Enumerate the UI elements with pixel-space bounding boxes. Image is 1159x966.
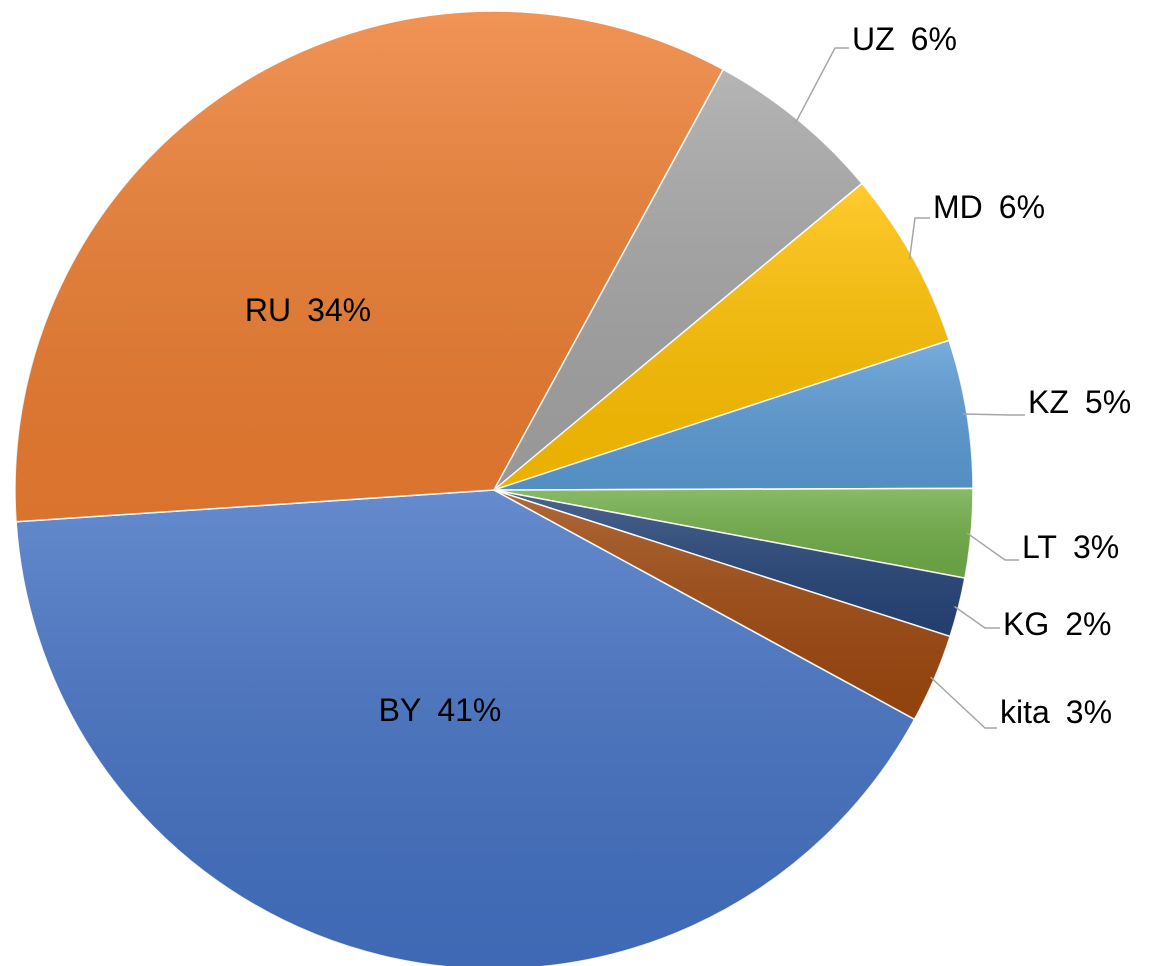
slice-label: BY 41% xyxy=(379,692,502,728)
value-label: 5% xyxy=(1085,384,1131,420)
value-label: 3% xyxy=(1073,529,1119,565)
slice-label: KG 2% xyxy=(1003,606,1111,642)
category-label: UZ xyxy=(852,21,895,57)
leader-line xyxy=(908,217,930,260)
category-label: LT xyxy=(1022,529,1057,565)
category-label: KZ xyxy=(1028,384,1069,420)
value-label: 41% xyxy=(437,692,501,728)
slice-label: kita 3% xyxy=(1000,694,1112,730)
value-label: 6% xyxy=(999,189,1045,225)
leader-line xyxy=(966,532,1019,561)
slice-label: UZ 6% xyxy=(852,21,957,57)
leader-line xyxy=(954,605,1000,629)
slice-label: MD 6% xyxy=(933,189,1045,225)
category-label: BY xyxy=(379,692,422,728)
leader-line xyxy=(962,413,1025,416)
value-label: 2% xyxy=(1065,606,1111,642)
leader-line xyxy=(930,676,997,729)
category-label: kita xyxy=(1000,694,1050,730)
category-label: RU xyxy=(245,292,291,328)
value-label: 6% xyxy=(911,21,957,57)
leader-line xyxy=(794,47,849,124)
slice-label: KZ 5% xyxy=(1028,384,1131,420)
category-label: MD xyxy=(933,189,983,225)
slice-label: RU 34% xyxy=(245,292,371,328)
slice-label: LT 3% xyxy=(1022,529,1119,565)
value-label: 34% xyxy=(307,292,371,328)
category-label: KG xyxy=(1003,606,1049,642)
value-label: 3% xyxy=(1066,694,1112,730)
